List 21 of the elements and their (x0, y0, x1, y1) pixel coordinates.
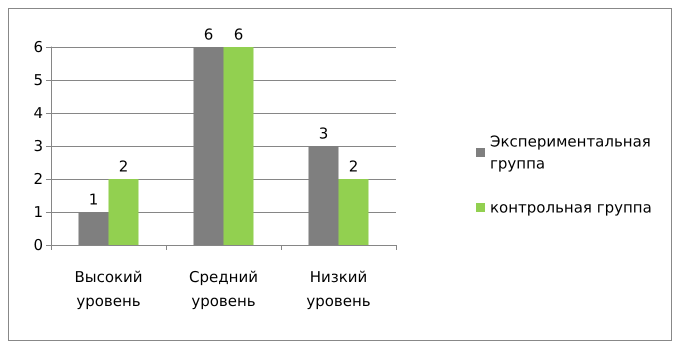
x-tick-label: Средний уровень (189, 268, 258, 310)
data-label: 2 (348, 158, 358, 176)
bar (108, 179, 138, 245)
y-tick-label: 4 (33, 104, 43, 122)
x-tick-label: Высокий уровень (74, 268, 143, 310)
bar (224, 47, 254, 245)
data-label: 2 (118, 158, 128, 176)
legend-label: Экспериментальная группа (490, 132, 651, 172)
y-tick-label: 1 (33, 203, 43, 221)
y-tick-label: 2 (33, 170, 43, 188)
y-tick-label: 6 (33, 38, 43, 56)
x-tick-label: Низкий уровень (306, 268, 371, 310)
data-label: 3 (318, 124, 328, 142)
y-tick-label: 5 (33, 71, 43, 89)
y-tick-label: 3 (33, 137, 43, 155)
legend-label: контрольная группа (490, 198, 652, 216)
data-label: 1 (88, 190, 98, 208)
y-tick-label: 0 (33, 236, 43, 254)
data-label: 6 (234, 26, 244, 44)
data-label: 6 (204, 26, 214, 44)
bar (338, 179, 368, 245)
